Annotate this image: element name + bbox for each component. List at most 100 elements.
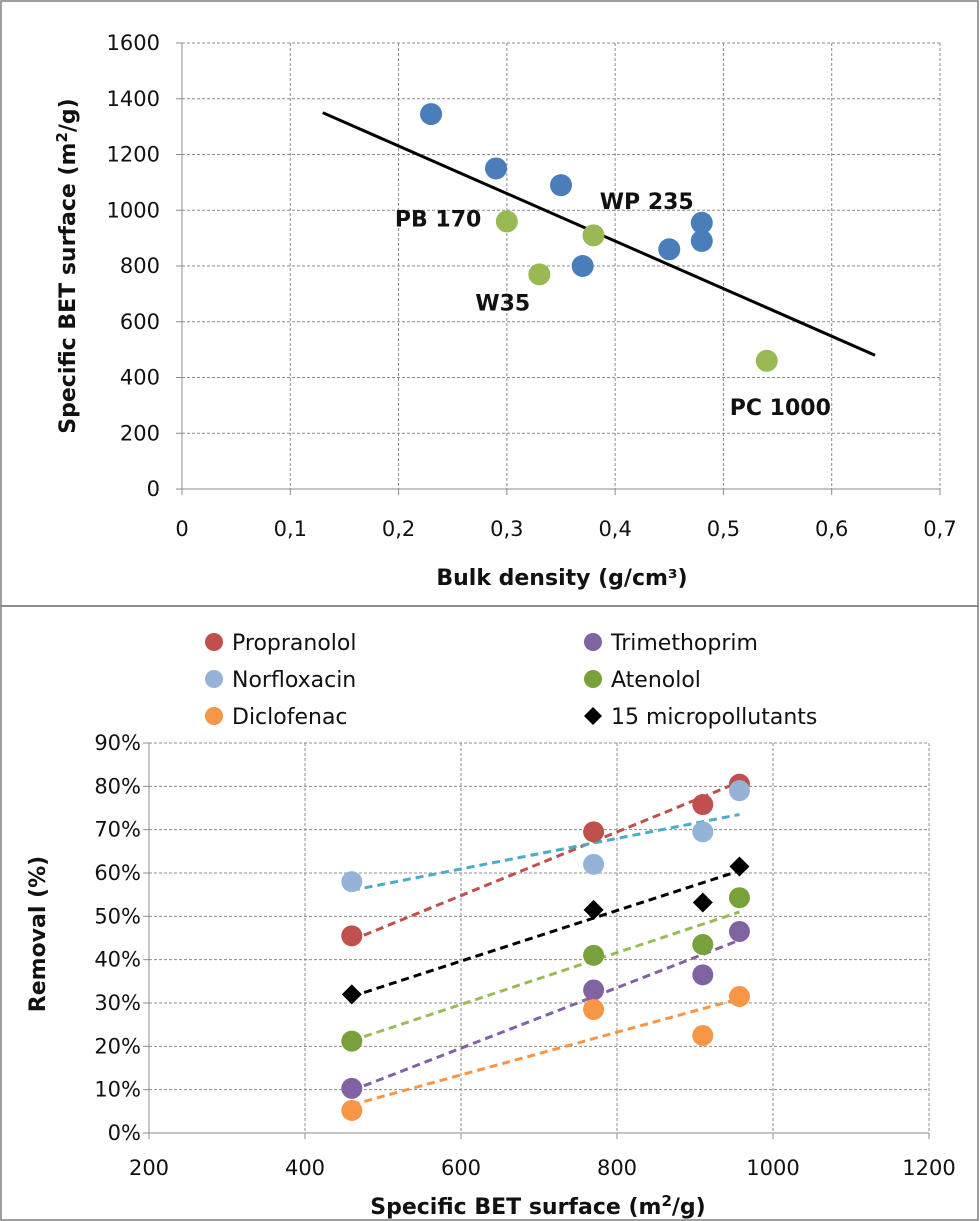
removal-y-axis-title: Removal (%) [26,856,51,1012]
removal-points [341,773,750,1121]
data-point [728,986,750,1007]
data-point [495,210,518,233]
x-tick-label: 1200 [902,1156,955,1180]
legend-marker [584,670,602,688]
y-tick-label: 1400 [107,87,160,111]
trendline [351,997,740,1107]
x-tick-label: 0,6 [815,517,848,541]
data-point [692,934,714,955]
data-point [341,871,363,893]
data-point [528,263,551,286]
legend-label: Propranolol [232,631,356,656]
x-tick-label: 0,2 [382,517,415,541]
removal-x-axis-title: Specific BET surface (m2/g) [370,1192,705,1220]
data-point [550,174,572,197]
data-point [341,1099,363,1121]
x-tick-label: 0 [175,517,188,541]
data-point [692,892,713,913]
data-point [690,229,713,252]
y-tick-label: 40% [94,948,141,972]
removal-chart-grid [148,742,930,1134]
removal-chart: Propranolol Trimethoprim Norfloxacin Atenol… [26,631,956,1220]
y-tick-label: 50% [94,904,141,928]
data-point [729,856,750,877]
y-tick-label: 1600 [107,31,160,55]
data-point [692,794,714,816]
data-point [420,103,443,126]
data-point [583,944,605,966]
y-tick-label: 600 [120,310,160,334]
legend-label: Trimethoprim [610,631,758,656]
data-point [583,899,604,920]
y-tick-label: 90% [94,731,141,755]
data-point [728,921,750,942]
x-tick-label: 200 [129,1156,169,1180]
trendline [351,780,741,942]
data-point [690,211,713,234]
y-tick-label: 80% [94,774,141,798]
y-tick-label: 10% [94,1078,141,1102]
density-chart: 0 200 400 600 800 1000 1200 1400 1600 0 0,1 0,2 0,3… [53,31,957,591]
data-point [341,1030,363,1052]
data-point [692,821,714,843]
density-x-axis-title: Bulk density (g/cm³) [436,566,687,591]
data-point [341,925,363,947]
x-tick-label: 0,4 [598,517,631,541]
data-point [341,984,362,1005]
x-tick-label: 600 [441,1156,481,1180]
y-tick-label: 0% [108,1121,141,1145]
data-point [341,1077,363,1099]
y-tick-label: 1000 [107,198,160,222]
data-point [583,979,605,1001]
density-points [420,103,778,372]
y-tick-label: 200 [120,421,160,445]
point-annotation: WP 235 [600,190,694,215]
data-point [658,238,681,261]
x-tick-label: 400 [285,1156,325,1180]
trendline [351,938,741,1092]
data-point [755,349,778,372]
point-annotation: PB 170 [395,207,481,232]
trendline [351,813,740,892]
data-point [571,255,594,277]
data-point [583,999,605,1020]
density-chart-grid [181,42,941,490]
data-point [583,853,605,875]
y-tick-label: 0 [147,477,160,501]
legend-label: Norfloxacin [232,668,356,693]
density-chart-y-ticks: 0 200 400 600 800 1000 1200 1400 1600 [107,31,182,501]
data-point [692,1025,714,1046]
removal-trendlines [351,780,741,1107]
y-tick-label: 20% [94,1034,141,1058]
density-y-axis-title: Specific BET surface (m2/g) [53,98,81,433]
density-annotations: WP 235 PB 170 W35 PC 1000 [395,190,831,421]
legend-marker [205,633,223,651]
legend-marker [584,707,602,725]
data-point [728,780,750,802]
data-point [692,964,714,986]
legend-label: Diclofenac [232,705,348,730]
bottom-panel-border [0,605,979,1221]
point-annotation: W35 [475,291,530,316]
point-annotation: PC 1000 [730,396,831,421]
trendline [351,910,740,1043]
legend-label: 15 micropollutants [611,705,817,730]
x-tick-label: 0,7 [923,517,956,541]
y-tick-label: 800 [120,254,160,278]
legend-label: Atenolol [611,668,701,693]
legend-marker [205,670,223,688]
legend-marker [205,707,223,725]
data-point [583,821,605,843]
y-tick-label: 1200 [107,143,160,167]
removal-chart-y-ticks: 0% 10% 20% 30% 40% 50% 60% 70% 80% 90% [94,731,149,1145]
x-tick-label: 0,3 [490,517,523,541]
x-tick-label: 0,1 [274,517,307,541]
x-tick-label: 0,5 [707,517,740,541]
y-tick-label: 30% [94,991,141,1015]
data-point [582,224,605,247]
y-tick-label: 70% [94,818,141,842]
trendline [351,869,740,998]
x-tick-label: 800 [597,1156,637,1180]
data-point [485,157,508,180]
